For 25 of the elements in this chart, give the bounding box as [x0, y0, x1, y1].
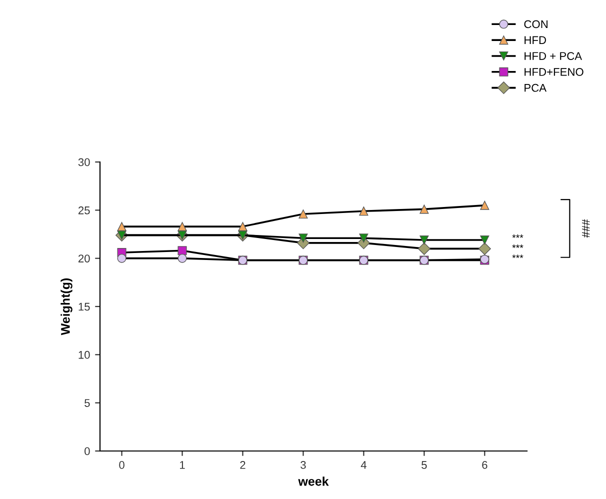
text: ###	[582, 219, 590, 238]
y-tick-label: 25	[78, 206, 90, 214]
y-tick-label: 30	[78, 158, 90, 166]
y-tick-label: 5	[84, 399, 90, 407]
y-tick-label: 20	[78, 254, 90, 262]
y-tick-label: 15	[78, 302, 90, 311]
x-tick-label: 3	[300, 461, 306, 469]
annotation: ***	[512, 254, 524, 258]
legend-label: HFD	[524, 36, 546, 44]
x-tick-label: 6	[482, 461, 488, 469]
x-axis-title: week	[298, 476, 329, 486]
x-tick-label: 2	[240, 461, 246, 469]
annotation: ***	[512, 234, 524, 238]
y-axis-title: Weight(g)	[60, 278, 72, 336]
y-tick-label: 0	[84, 447, 90, 456]
legend-label: CON	[524, 20, 548, 28]
x-tick-label: 4	[360, 461, 366, 469]
legend-label: HFD+FENO	[524, 68, 584, 76]
annotation: ***	[512, 244, 524, 248]
x-tick-label: 5	[422, 461, 427, 469]
x-tick-label: 1	[180, 461, 185, 469]
legend-label: PCA	[524, 84, 547, 92]
legend-label: HFD + PCA	[524, 52, 582, 60]
y-tick-label: 10	[78, 350, 90, 359]
x-tick-label: 0	[119, 461, 124, 469]
